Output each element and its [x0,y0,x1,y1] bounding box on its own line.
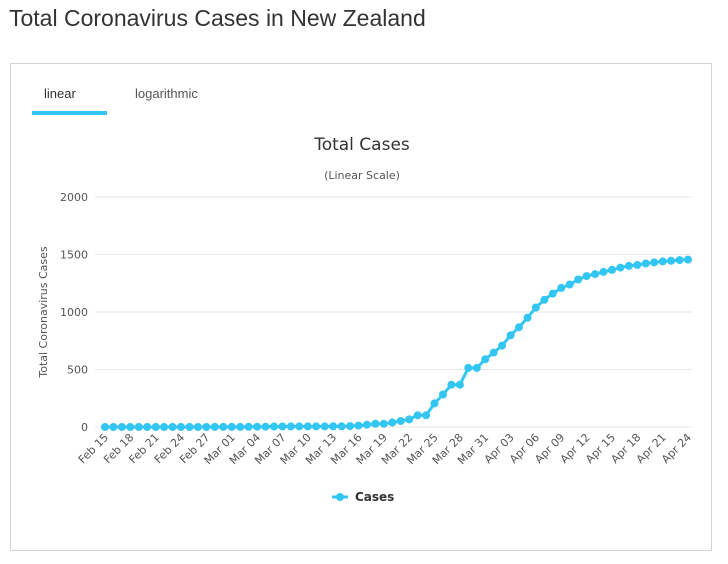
data-point[interactable] [270,422,278,431]
chart-subtitle: (Linear Scale) [324,169,400,182]
data-point[interactable] [515,323,523,332]
data-point[interactable] [540,295,549,304]
data-point[interactable] [227,422,236,431]
data-point[interactable] [531,303,540,312]
data-point[interactable] [565,280,574,289]
data-point[interactable] [405,415,414,424]
data-point[interactable] [633,261,642,269]
data-point[interactable] [210,422,219,431]
data-point[interactable] [202,423,211,431]
data-point[interactable] [219,422,228,431]
data-point[interactable] [557,283,566,292]
data-point[interactable] [641,259,650,268]
page-title: Total Coronavirus Cases in New Zealand [9,5,426,31]
data-point[interactable] [329,422,338,431]
data-point[interactable] [143,423,152,431]
data-point[interactable] [481,355,490,364]
data-point[interactable] [413,411,422,420]
data-point[interactable] [278,422,287,431]
data-point[interactable] [346,422,354,431]
data-point[interactable] [379,419,388,428]
data-point[interactable] [582,272,591,281]
y-tick-label: 500 [67,364,88,377]
data-point[interactable] [599,267,608,276]
y-tick-label: 0 [81,421,88,434]
data-point[interactable] [126,423,135,431]
data-point[interactable] [320,422,329,431]
series-line-cases [105,258,689,429]
data-point[interactable] [608,265,616,274]
data-point[interactable] [650,258,659,267]
data-point[interactable] [658,257,667,266]
data-point[interactable] [193,423,202,431]
data-point[interactable] [548,289,557,298]
data-point[interactable] [447,380,456,389]
tab-linear[interactable]: linear [44,86,76,101]
data-point[interactable] [455,380,464,389]
data-point[interactable] [388,418,397,427]
active-tab-indicator [32,111,107,115]
data-point[interactable] [684,255,692,264]
legend-label-cases[interactable]: Cases [355,490,394,504]
data-point[interactable] [362,420,371,429]
data-point[interactable] [244,422,253,431]
data-point[interactable] [354,421,363,430]
data-point[interactable] [624,261,633,270]
data-point[interactable] [303,422,312,431]
data-point[interactable] [295,422,304,431]
data-point[interactable] [101,423,109,431]
data-point[interactable] [312,422,321,431]
chart-panel: linear logarithmic [10,63,712,551]
legend-marker [336,493,344,501]
data-point[interactable] [667,256,676,265]
data-point[interactable] [523,313,532,322]
data-point[interactable] [337,422,346,431]
data-point[interactable] [616,263,625,272]
y-tick-label: 1500 [60,249,88,262]
legend[interactable]: Cases [332,490,394,504]
data-point[interactable] [117,423,126,431]
y-axis-label: Total Coronavirus Cases [37,246,50,379]
data-point[interactable] [160,423,169,431]
data-point[interactable] [371,419,380,428]
data-point[interactable] [261,422,270,431]
data-point[interactable] [151,423,160,431]
data-point[interactable] [506,331,515,340]
tab-logarithmic[interactable]: logarithmic [135,86,198,101]
data-point[interactable] [185,423,194,431]
data-point[interactable] [236,422,245,431]
data-point[interactable] [439,390,447,399]
chart-title: Total Cases [313,135,410,155]
data-point[interactable] [109,423,118,431]
data-point[interactable] [253,422,262,431]
data-point[interactable] [489,348,498,357]
data-point[interactable] [430,399,439,408]
y-tick-label: 1000 [60,306,88,319]
data-point[interactable] [675,256,684,265]
data-point[interactable] [574,275,583,284]
y-tick-label: 2000 [60,191,88,204]
data-point[interactable] [286,422,295,431]
data-point[interactable] [464,363,473,372]
data-point[interactable] [177,423,185,431]
data-point[interactable] [134,423,143,431]
data-point[interactable] [472,363,481,372]
data-point[interactable] [396,417,405,425]
data-point[interactable] [168,423,177,431]
data-point[interactable] [591,270,600,279]
data-point[interactable] [498,341,507,350]
data-point[interactable] [422,411,431,420]
